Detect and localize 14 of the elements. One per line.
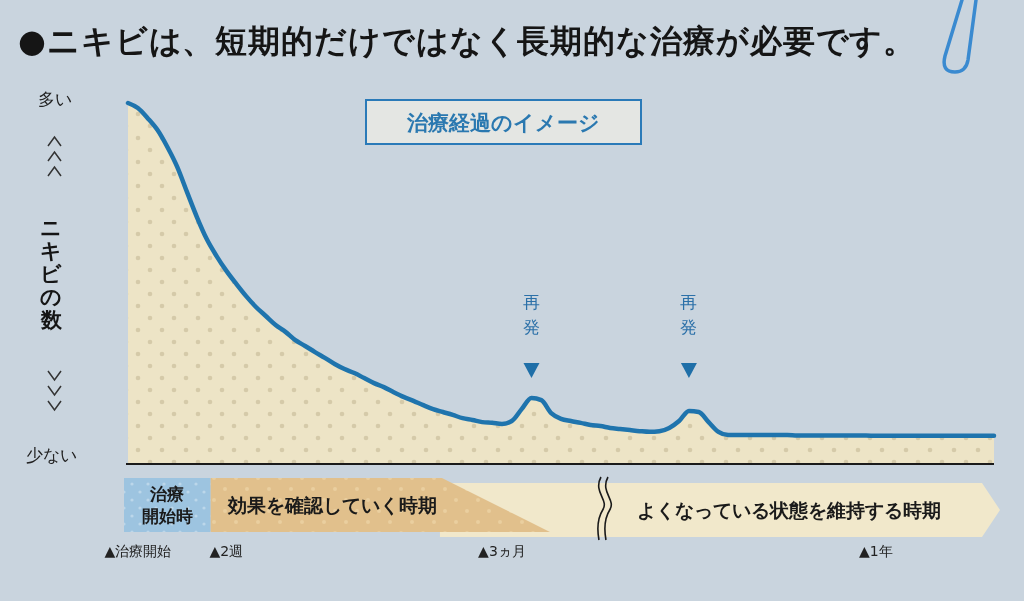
x-tick-label: ▲2週 xyxy=(209,543,244,559)
chart-subtitle: 治療経過のイメージ xyxy=(406,111,600,135)
text: 少ない xyxy=(25,445,77,465)
y-axis-title: ニキビの数 xyxy=(39,216,63,332)
annotation: 再発 xyxy=(522,292,540,337)
annotation: 再発 xyxy=(680,292,698,337)
x-tick-label: ▲3ヵ月 xyxy=(478,543,526,559)
x-tick-label: ▲治療開始 xyxy=(104,543,172,559)
text: 治療開始時 xyxy=(141,484,193,526)
chart-title: ●ニキビは、短期的だけではなく長期的な治療が必要です。 xyxy=(18,22,917,60)
text: よくなっている状態を維持する時期 xyxy=(636,499,941,521)
text: 効果を確認していく時期 xyxy=(227,494,438,516)
text: 多い xyxy=(38,89,72,109)
x-tick-label: ▲1年 xyxy=(859,543,893,559)
